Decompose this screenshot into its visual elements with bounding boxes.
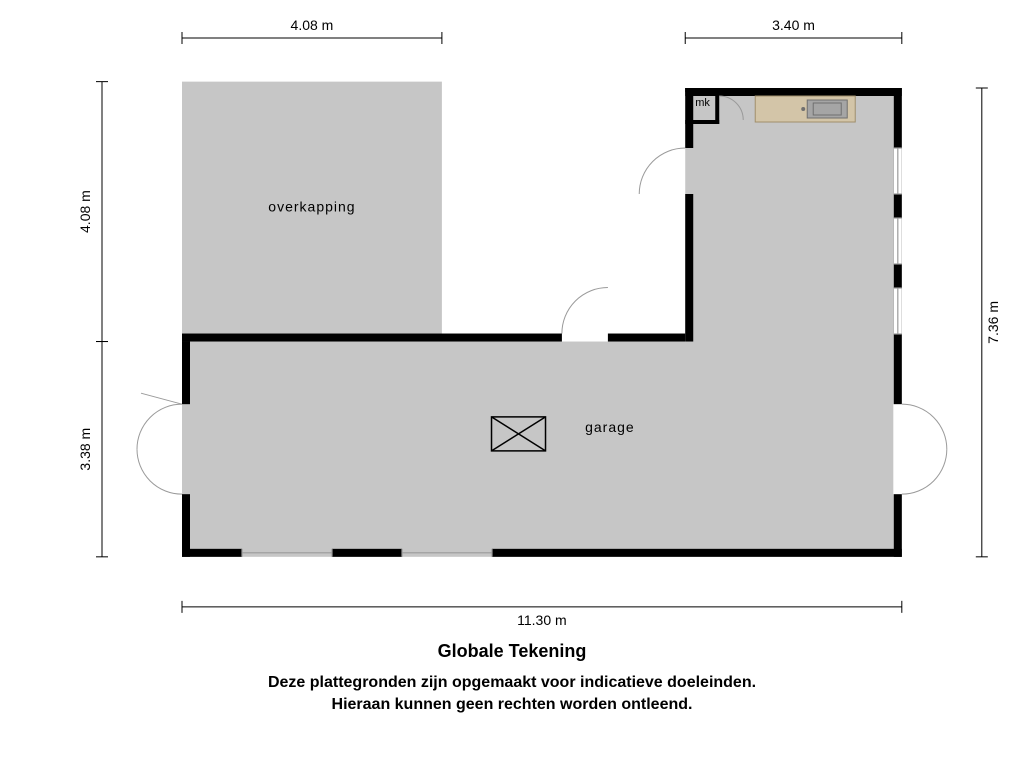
door-right-upper: [902, 404, 947, 449]
wall-mid-1: [182, 334, 562, 342]
door-right-lower: [902, 449, 947, 494]
plan-disclaimer-2: Hieraan kunnen geen rechten worden ontle…: [332, 696, 693, 713]
faucet: [801, 107, 805, 111]
door-wing-left: [639, 148, 685, 194]
label-garage: garage: [585, 419, 635, 435]
label-mk: mk: [695, 97, 710, 109]
door-left-lower: [137, 449, 182, 494]
label-overkapping: overkapping: [268, 199, 355, 215]
dim-top-left-label: 4.08 m: [291, 17, 334, 33]
wall-wing-left-2: [685, 194, 693, 342]
door-left-upper: [137, 404, 182, 449]
floor-plan-diagram: overkapping garage mk 4.08 m 3.40 m 4.08 m 3.3…: [0, 0, 1024, 768]
dim-right-label: 7.36 m: [985, 301, 1001, 344]
wall-wing-left-1: [685, 88, 693, 148]
door-right-gap: [893, 404, 902, 494]
wall-bottom-1: [182, 549, 242, 557]
garage-floor-wing: [685, 88, 902, 342]
door-mid: [562, 288, 608, 334]
wall-left-upper: [182, 342, 190, 405]
dim-top-right-label: 3.40 m: [772, 17, 815, 33]
dim-bottom-label: 11.30 m: [517, 612, 567, 628]
plan-title: Globale Tekening: [438, 641, 587, 661]
mk-right: [715, 88, 719, 124]
wall-mid-2: [608, 334, 685, 342]
mk-top: [685, 88, 719, 92]
wall-left-lower: [182, 494, 190, 557]
wall-bottom-3: [492, 549, 902, 557]
dim-left-upper-label: 4.08 m: [77, 190, 93, 233]
dim-left-lower-label: 3.38 m: [77, 428, 93, 471]
wall-bottom-2: [332, 549, 402, 557]
plan-disclaimer-1: Deze plattegronden zijn opgemaakt voor i…: [268, 674, 756, 691]
mk-bottom: [685, 120, 719, 124]
